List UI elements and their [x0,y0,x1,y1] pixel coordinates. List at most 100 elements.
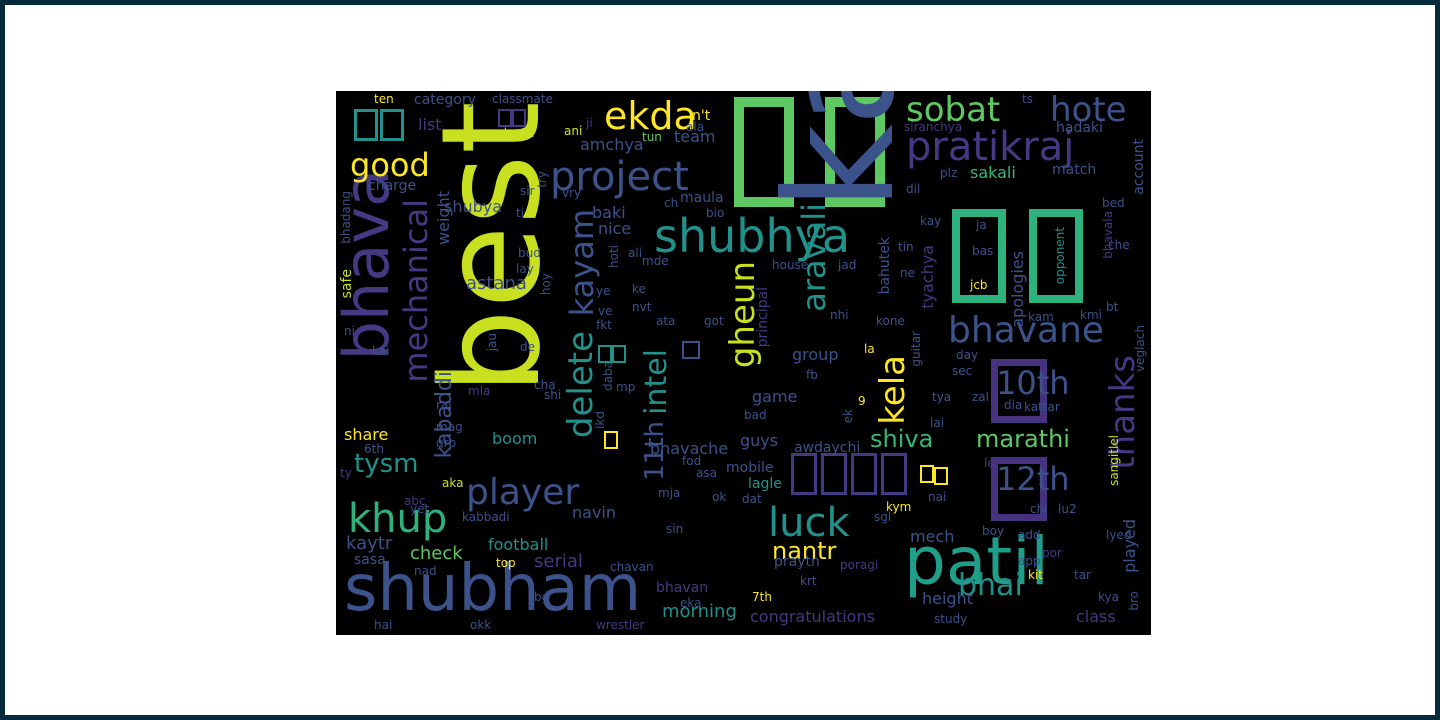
word-kela: kela [873,355,913,425]
word-lyed: lyed [1106,528,1132,542]
word-bhadang: bhadang [339,191,353,244]
word-pratikraj: pratikraj [906,124,1075,170]
word-lagle: lagle [748,476,782,492]
word-ts: ts [1022,92,1033,106]
word-dia: dia [1004,398,1023,412]
word-safe: safe [339,269,355,299]
word-chavan: chavan [610,560,654,574]
word-lay: lay [516,262,534,276]
word-sangitlel: sangitlel [1107,435,1121,486]
word-got: got [704,314,724,328]
word-sgl: sgl [874,510,892,524]
word-good: good [350,146,430,184]
word-jcb: jcb [970,278,988,292]
word-siranchya: siranchya [904,120,963,134]
word-12th: 12th [996,460,1070,498]
word-ok: ok [712,490,727,504]
word-bio: bio [706,206,725,220]
word-day: day [956,348,979,362]
word-vry: vry [562,186,582,200]
word-football: football [488,535,549,554]
word-add: add [1018,528,1041,542]
word-cha: cha [534,378,556,392]
word-bhavane: bhavane [948,310,1105,351]
word-study: study [934,612,968,626]
word-le: le [984,456,995,470]
word-kit: kit [1028,568,1043,582]
word-tun: tun [642,130,662,144]
word-krt: krt [800,574,817,588]
word-baki: baki [592,203,626,222]
word-asa: asa [696,466,717,480]
word-por: por [1042,546,1062,560]
word-ne: ne [900,266,915,280]
word-nantr: nantr [772,537,837,565]
word-ni: ni [344,324,355,338]
word-game: game [752,387,798,406]
word-maula: maula [680,190,724,206]
word-ali: ali [628,246,643,260]
word-bro: bro [1127,591,1141,611]
word-ata: ata [656,314,676,328]
word-nai: nai [928,490,947,504]
word-dat: dat [742,492,762,506]
word-match: match [1052,162,1097,178]
glyph-box-med-1 [354,109,378,141]
word-nice: nice [598,219,632,238]
word-ala: ala [686,120,705,134]
word-ekda: ekda [604,94,697,138]
word-kayam: kayam [563,209,601,317]
word-sir: sir [520,184,535,198]
word-bud: bud [518,246,541,260]
glyph-box-large-6 [991,457,1047,521]
word-yet: yet [410,502,430,516]
word-tysm: tysm [354,449,419,479]
glyph-box-small-8 [512,109,526,127]
word-kabbadi: kabbadi [462,510,510,524]
word-9: 9 [858,394,866,408]
word-patil: patil [904,523,1049,600]
word-team: team [674,127,716,146]
word-mja: mja [658,486,681,500]
word-kai: kai [372,344,390,358]
glyph-box-small-6 [612,345,626,363]
word-shubham: shubham [344,552,642,626]
word-wrestler: wrestler [596,618,645,632]
word-okk: okk [470,618,492,632]
word-kay: kay [920,214,942,228]
word-hoy: hoy [539,273,553,296]
word-ten: ten [374,92,394,106]
word-abc: abc [404,494,426,508]
glyph-box-large-4 [1029,209,1083,303]
word-jau: jau [485,333,499,352]
glyph-box-small-1 [604,431,618,449]
word-sakali: sakali [970,163,1016,182]
word-hote: hote [1050,91,1127,130]
word-serial: serial [534,551,583,572]
image-frame: best ka bhava shubham patil shubhya proj… [5,5,1435,715]
word-morning: morning [662,601,737,622]
word-ani: ani [564,124,583,138]
word-tin: tin [898,240,914,254]
word-height: height [922,589,973,608]
word-hai: hai [374,618,393,632]
glyph-box-med-2 [380,109,404,141]
word-ti: ti [516,206,525,220]
word-project: project [550,154,689,200]
word-guys: guys [740,431,779,450]
word-kaytr: kaytr [346,533,393,554]
word-awdaychi: awdaychi [794,440,861,456]
word-veglach: veglach [1133,325,1147,372]
word-house: house [772,258,809,272]
word-che: che [1108,238,1130,252]
word-sasa: sasa [354,552,386,568]
word-mla: mla [468,384,491,398]
word-fod: fod [682,454,702,468]
word-kya: kya [1098,590,1119,604]
word-mobile: mobile [726,460,774,476]
word-lai: lai [930,416,945,430]
word-kym: kym [886,500,912,514]
word-tya: tya [932,390,952,404]
word-7th: 7th [752,590,772,604]
word-lu2: lu2 [1058,502,1077,516]
